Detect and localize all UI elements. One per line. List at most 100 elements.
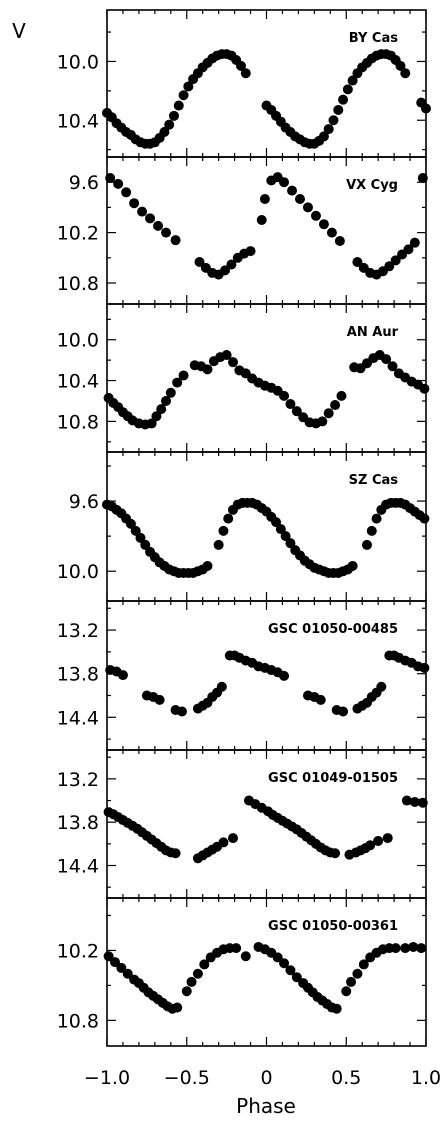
data-point [240,951,251,962]
data-point [302,202,313,213]
data-point [156,404,167,415]
data-point [419,513,430,524]
y-tick-label: 10.2 [57,223,99,245]
data-point [381,354,392,365]
data-point [358,959,369,970]
x-tick-label: −0.5 [164,1067,210,1089]
data-point [331,1003,342,1014]
data-point [176,706,187,717]
data-point [129,198,140,209]
y-tick-label: 13.2 [57,620,99,642]
data-point [376,681,387,692]
data-point [342,84,353,95]
data-point [140,539,151,550]
data-point [117,670,128,681]
data-point [352,968,363,979]
data-point [417,797,428,808]
data-point [256,215,267,225]
data-point [315,694,326,705]
star-name-label: BY Cas [349,31,398,46]
x-tick-label: 1.0 [411,1067,441,1089]
data-point [408,941,419,952]
y-tick-label: 9.6 [69,172,99,194]
data-point [387,361,398,372]
data-point [271,517,282,528]
data-point [287,185,298,196]
data-point [245,246,256,257]
data-point [285,538,296,549]
data-point [421,103,431,114]
data-point [279,958,290,969]
data-point [323,124,334,135]
data-point [199,959,210,970]
star-name-label: VX Cyg [346,178,398,193]
y-axis-label: V [12,19,26,43]
y-tick-label: 10.0 [57,561,99,583]
star-name-label: GSC 01050-00361 [268,919,398,934]
y-tick-label: 14.4 [57,707,99,729]
y-tick-label: 10.4 [57,371,99,393]
star-name-label: AN Aur [347,325,399,340]
data-point [341,986,352,997]
data-point [347,560,358,571]
panel-2: 9.6 10.2 10.8 VX Cyg [57,156,428,305]
y-tick-label: 10.0 [57,330,99,352]
data-point [161,227,172,238]
data-point [218,525,229,536]
data-point [409,796,420,807]
data-point [285,399,296,410]
data-point [153,220,164,231]
data-point [419,662,430,673]
data-point [338,706,349,717]
data-point [116,962,127,973]
data-point [181,986,192,997]
data-point [416,943,427,954]
data-point [125,518,136,529]
data-point [338,94,349,105]
y-tick-label: 10.2 [57,940,99,962]
y-tick-label: 9.6 [69,491,99,513]
data-point [330,848,341,859]
data-point [216,681,227,692]
y-tick-label: 10.8 [57,1010,99,1032]
data-point [146,418,157,429]
data-point [317,416,328,427]
x-tick-label: 0 [260,1067,272,1089]
data-point [291,406,302,417]
panel-5: 13.2 13.8 14.4 GSC 01050-00485 [57,600,430,751]
data-point [318,219,329,230]
data-point [103,951,114,962]
star-name-label: GSC 01049-01505 [268,771,398,786]
y-tick-label: 13.8 [57,664,99,686]
y-tick-label: 10.4 [57,110,99,132]
data-point [390,255,401,266]
data-point [395,60,406,71]
data-point [347,75,358,86]
data-point [403,244,414,255]
data-point [172,1002,183,1013]
data-point [417,173,428,183]
data-point [161,395,172,406]
data-point [323,408,334,419]
data-point [170,848,181,859]
data-point [275,524,286,535]
data-point [113,178,124,189]
panel-7: 10.2 10.8 GSC 01050-00361 [57,897,427,1047]
data-point [285,965,296,976]
panel-4: 9.6 10.0 SZ Cas [57,451,430,602]
data-point [220,265,231,276]
data-point [130,525,141,536]
data-point [330,400,341,411]
data-point [240,68,251,79]
data-point [168,110,179,121]
data-point [202,364,213,375]
data-point [213,539,224,550]
data-point [122,968,133,979]
y-tick-label: 13.8 [57,812,99,834]
x-tick-label: 0.5 [331,1067,361,1089]
data-point [336,390,347,401]
data-point [231,943,242,954]
data-point [409,237,420,248]
data-point [419,383,430,394]
